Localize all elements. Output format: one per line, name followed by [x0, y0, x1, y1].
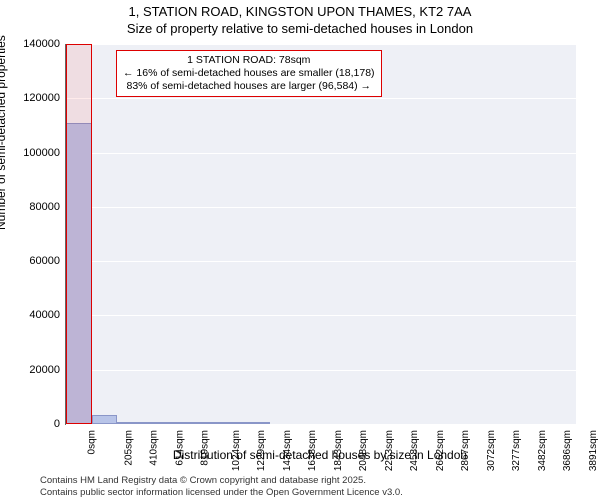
x-tick-label: 205sqm [123, 430, 134, 466]
x-tick-label: 3482sqm [537, 430, 548, 471]
x-tick-label: 1434sqm [282, 430, 293, 471]
gridline [66, 315, 576, 316]
x-tick-label: 3891sqm [588, 430, 599, 471]
y-tick-label: 40000 [10, 309, 60, 321]
y-tick-label: 100000 [10, 147, 60, 159]
y-tick-label: 140000 [10, 38, 60, 50]
footer-block: Contains HM Land Registry data © Crown c… [40, 475, 403, 498]
footer-line1: Contains HM Land Registry data © Crown c… [40, 475, 403, 486]
histogram-bar [143, 422, 169, 424]
x-tick-label: 1843sqm [333, 430, 344, 471]
title-block: 1, STATION ROAD, KINGSTON UPON THAMES, K… [0, 0, 600, 38]
x-tick-label: 1229sqm [256, 430, 267, 471]
x-tick-label: 2048sqm [358, 430, 369, 471]
gridline [66, 370, 576, 371]
y-tick-label: 80000 [10, 201, 60, 213]
x-tick-label: 410sqm [149, 430, 160, 466]
highlight-bin [66, 44, 92, 424]
x-tick-label: 3072sqm [486, 430, 497, 471]
x-tick-label: 1638sqm [307, 430, 318, 471]
x-axis-label: Distribution of semi-detached houses by … [65, 448, 575, 462]
footer-line2: Contains public sector information licen… [40, 487, 403, 498]
gridline [66, 424, 576, 425]
histogram-bar [194, 422, 220, 424]
gridline [66, 153, 576, 154]
x-tick-label: 819sqm [200, 430, 211, 466]
annotation-box: 1 STATION ROAD: 78sqm ← 16% of semi-deta… [116, 50, 382, 97]
gridline [66, 44, 576, 45]
y-tick-label: 20000 [10, 364, 60, 376]
x-tick-label: 2458sqm [409, 430, 420, 471]
x-tick-label: 2662sqm [435, 430, 446, 471]
title-line2: Size of property relative to semi-detach… [0, 21, 600, 38]
x-tick-label: 614sqm [174, 430, 185, 466]
y-tick-label: 0 [10, 418, 60, 430]
histogram-bar [219, 422, 245, 424]
chart-container: 1, STATION ROAD, KINGSTON UPON THAMES, K… [0, 0, 600, 500]
histogram-bar [168, 422, 194, 424]
histogram-bar [92, 415, 118, 424]
title-line1: 1, STATION ROAD, KINGSTON UPON THAMES, K… [0, 4, 600, 21]
x-tick-label: 3686sqm [562, 430, 573, 471]
x-tick-label: 1024sqm [231, 430, 242, 471]
histogram-bar [117, 422, 143, 424]
gridline [66, 98, 576, 99]
x-tick-label: 3277sqm [511, 430, 522, 471]
x-tick-label: 0sqm [86, 430, 97, 454]
gridline [66, 207, 576, 208]
y-axis-label: Number of semi-detached properties [0, 35, 8, 230]
plot-area: 1 STATION ROAD: 78sqm ← 16% of semi-deta… [65, 44, 576, 425]
annotation-line2: ← 16% of semi-detached houses are smalle… [123, 67, 375, 80]
x-tick-label: 2253sqm [384, 430, 395, 471]
annotation-line3: 83% of semi-detached houses are larger (… [123, 80, 375, 93]
histogram-bar [245, 422, 271, 424]
y-tick-label: 120000 [10, 92, 60, 104]
x-tick-label: 2867sqm [460, 430, 471, 471]
y-tick-label: 60000 [10, 255, 60, 267]
annotation-line1: 1 STATION ROAD: 78sqm [123, 54, 375, 67]
gridline [66, 261, 576, 262]
